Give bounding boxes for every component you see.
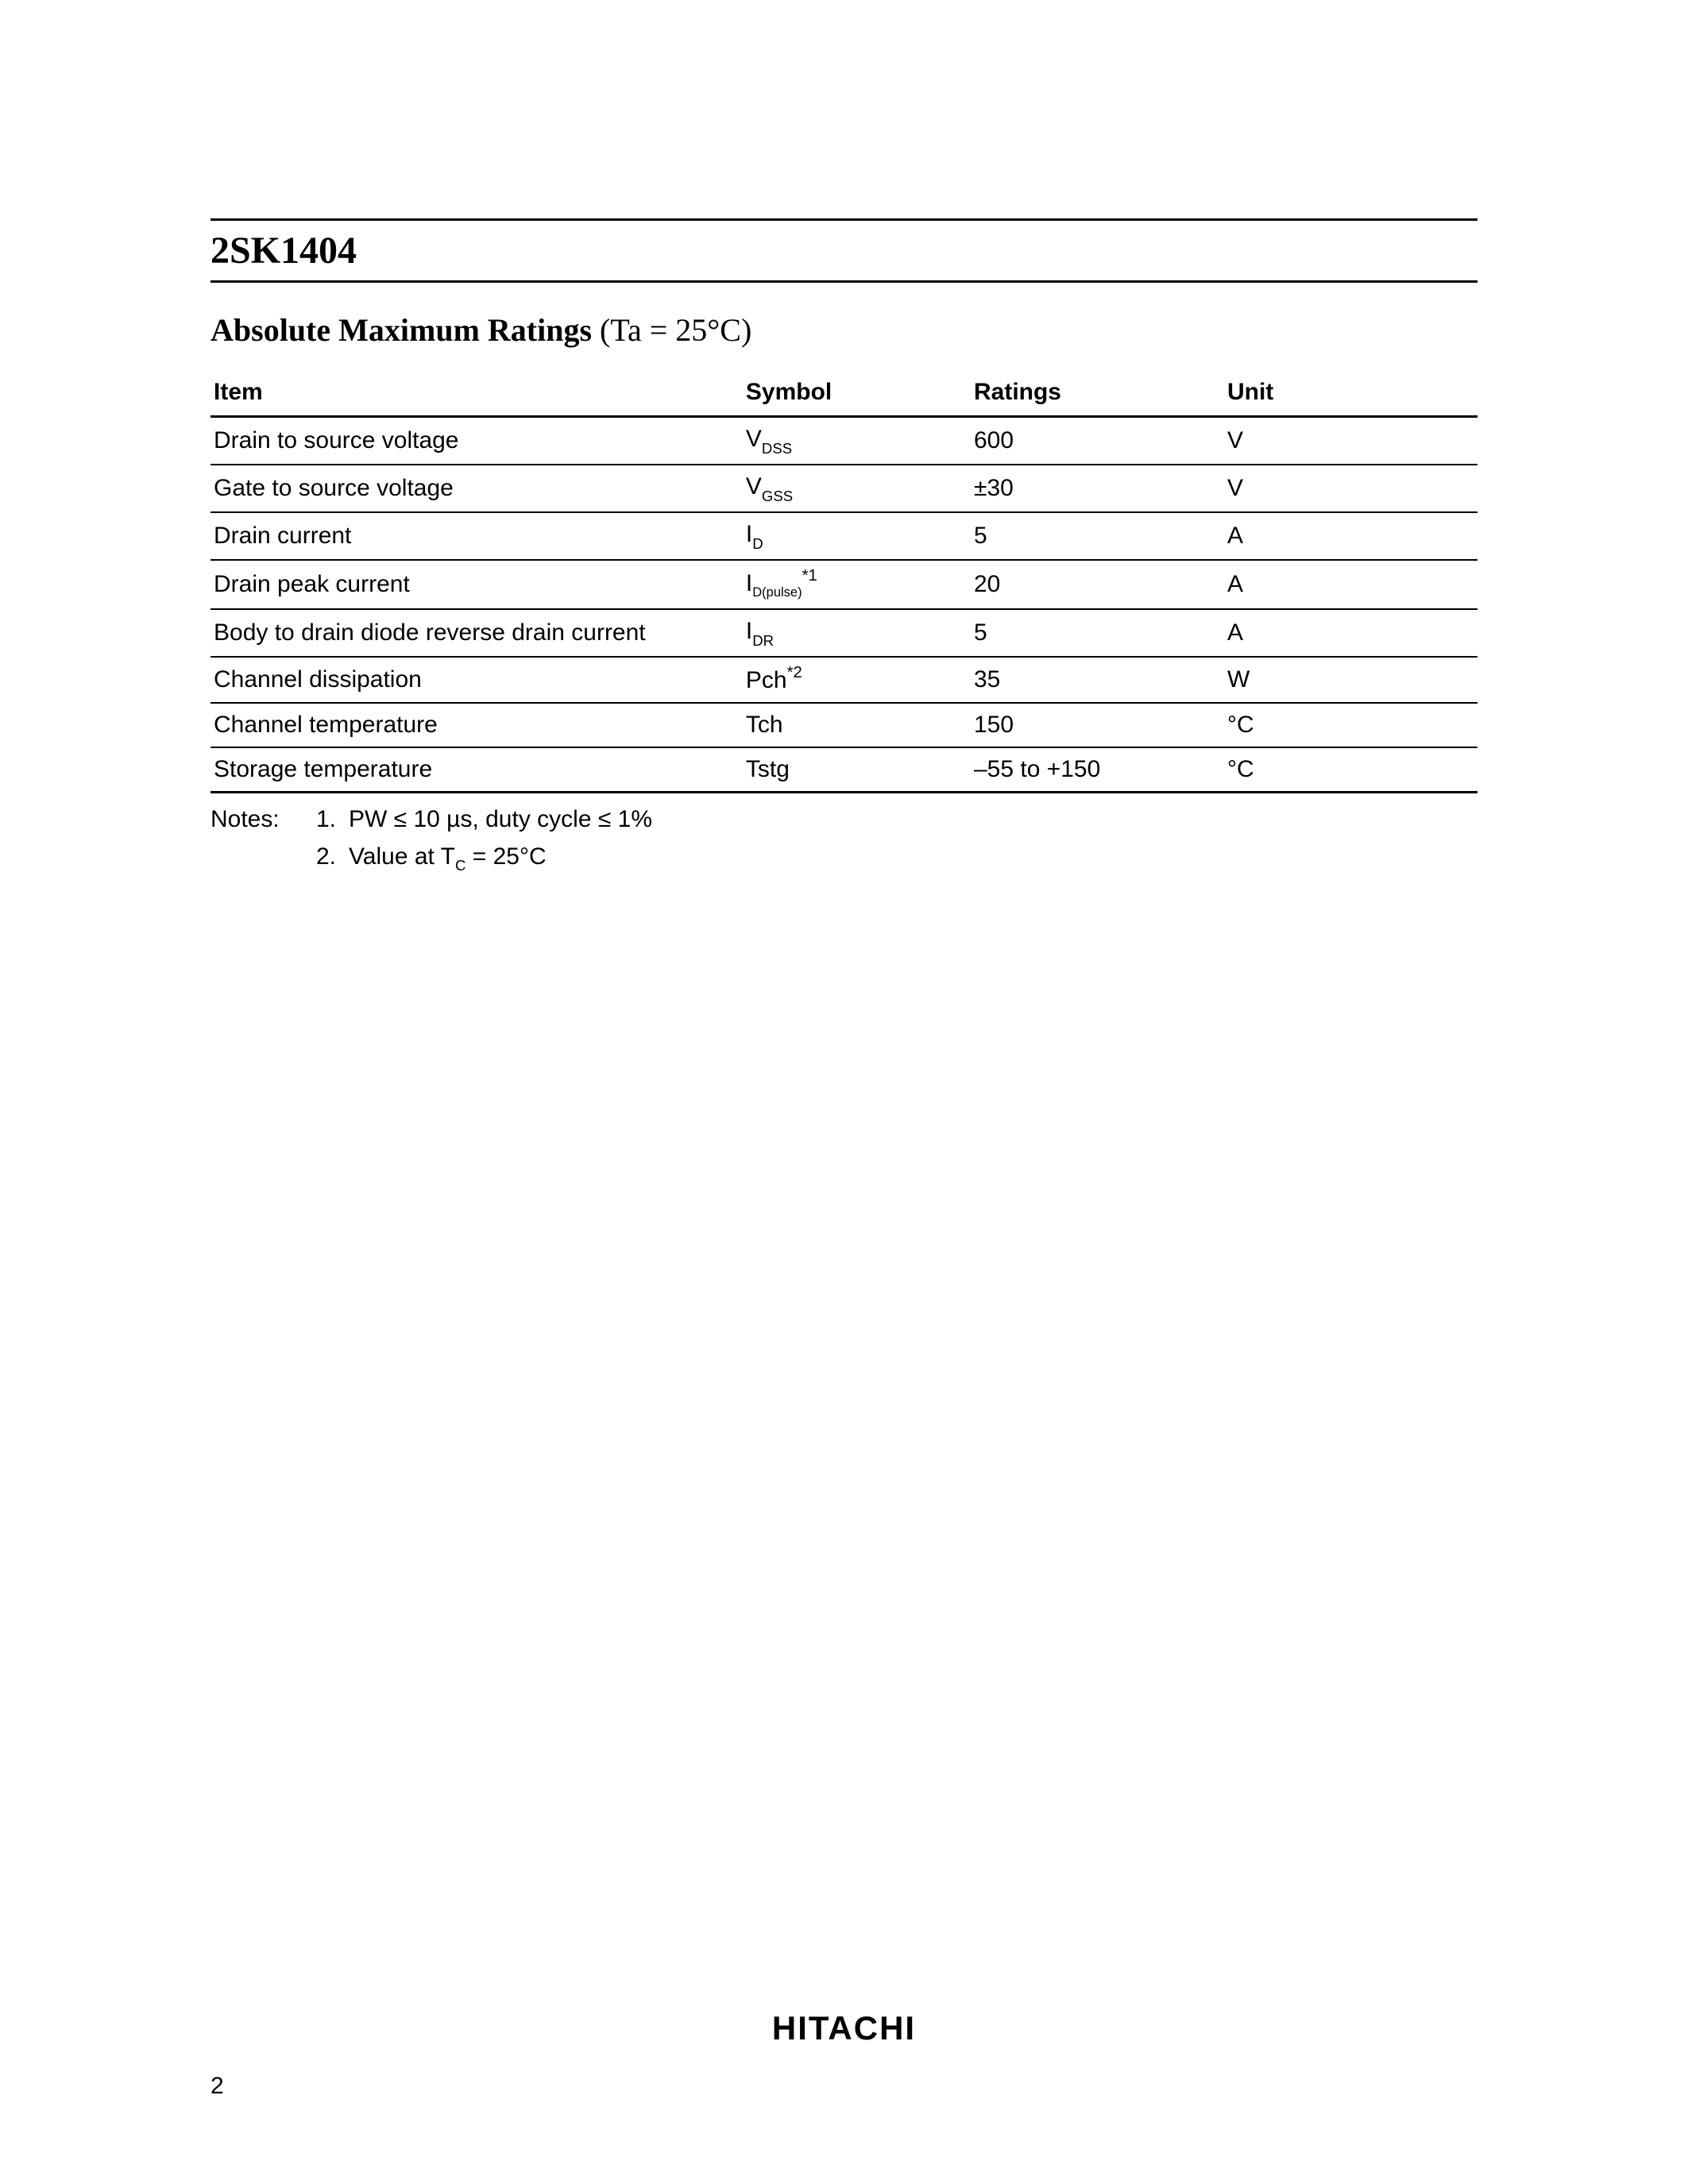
notes-row: Notes: 1. PW ≤ 10 µs, duty cycle ≤ 1% [211, 801, 1477, 839]
cell-item: Drain peak current [211, 560, 743, 609]
cell-unit: A [1224, 512, 1477, 560]
cell-ratings: 5 [971, 609, 1224, 657]
cell-unit: V [1224, 465, 1477, 512]
notes-block: Notes: 1. PW ≤ 10 µs, duty cycle ≤ 1% 2. Val… [211, 801, 1477, 876]
section-title-condition: (Ta = 25°C) [592, 312, 751, 348]
cell-ratings: 600 [971, 417, 1224, 465]
page-number: 2 [211, 2073, 224, 2100]
table-row: Channel temperatureTch150°C [211, 703, 1477, 747]
header-item: Item [211, 371, 743, 417]
table-row: Drain currentID5A [211, 512, 1477, 560]
table-row: Gate to source voltageVGSS±30V [211, 465, 1477, 512]
cell-symbol: Pch*2 [743, 657, 971, 703]
cell-unit: °C [1224, 747, 1477, 793]
header-unit: Unit [1224, 371, 1477, 417]
cell-symbol: Tch [743, 703, 971, 747]
cell-unit: A [1224, 560, 1477, 609]
section-title-main: Absolute Maximum Ratings [211, 312, 592, 348]
table-body: Drain to source voltageVDSS600VGate to s… [211, 417, 1477, 793]
table-row: Channel dissipationPch*235W [211, 657, 1477, 703]
cell-item: Body to drain diode reverse drain curren… [211, 609, 743, 657]
cell-item: Storage temperature [211, 747, 743, 793]
cell-ratings: 5 [971, 512, 1224, 560]
cell-ratings: 20 [971, 560, 1224, 609]
footer-logo: HITACHI [0, 2009, 1688, 2047]
cell-item: Gate to source voltage [211, 465, 743, 512]
notes-text: PW ≤ 10 µs, duty cycle ≤ 1% [349, 801, 652, 839]
header-rule-bottom [211, 280, 1477, 283]
cell-symbol: IDR [743, 609, 971, 657]
ratings-table: Item Symbol Ratings Unit Drain to source… [211, 371, 1477, 793]
cell-symbol: VGSS [743, 465, 971, 512]
cell-ratings: 35 [971, 657, 1224, 703]
header-ratings: Ratings [971, 371, 1224, 417]
table-row: Drain peak currentID(pulse)*120A [211, 560, 1477, 609]
notes-row: 2. Value at TC = 25°C [211, 839, 1477, 877]
cell-ratings: 150 [971, 703, 1224, 747]
notes-number: 2. [309, 839, 336, 877]
page-content: 2SK1404 Absolute Maximum Ratings (Ta = 2… [211, 218, 1477, 876]
cell-unit: V [1224, 417, 1477, 465]
cell-symbol: VDSS [743, 417, 971, 465]
cell-unit: A [1224, 609, 1477, 657]
cell-item: Channel dissipation [211, 657, 743, 703]
cell-item: Channel temperature [211, 703, 743, 747]
cell-item: Drain to source voltage [211, 417, 743, 465]
cell-item: Drain current [211, 512, 743, 560]
cell-ratings: –55 to +150 [971, 747, 1224, 793]
notes-number: 1. [309, 801, 336, 839]
table-row: Drain to source voltageVDSS600V [211, 417, 1477, 465]
notes-label: Notes: [211, 801, 296, 839]
section-title: Absolute Maximum Ratings (Ta = 25°C) [211, 311, 1477, 349]
cell-symbol: ID [743, 512, 971, 560]
header-rule-top [211, 218, 1477, 221]
header-symbol: Symbol [743, 371, 971, 417]
table-row: Storage temperatureTstg–55 to +150°C [211, 747, 1477, 793]
cell-symbol: Tstg [743, 747, 971, 793]
notes-label [211, 839, 296, 877]
notes-text: Value at TC = 25°C [349, 839, 547, 877]
part-number-heading: 2SK1404 [211, 226, 1477, 280]
table-header-row: Item Symbol Ratings Unit [211, 371, 1477, 417]
table-row: Body to drain diode reverse drain curren… [211, 609, 1477, 657]
cell-ratings: ±30 [971, 465, 1224, 512]
cell-unit: W [1224, 657, 1477, 703]
cell-unit: °C [1224, 703, 1477, 747]
cell-symbol: ID(pulse)*1 [743, 560, 971, 609]
